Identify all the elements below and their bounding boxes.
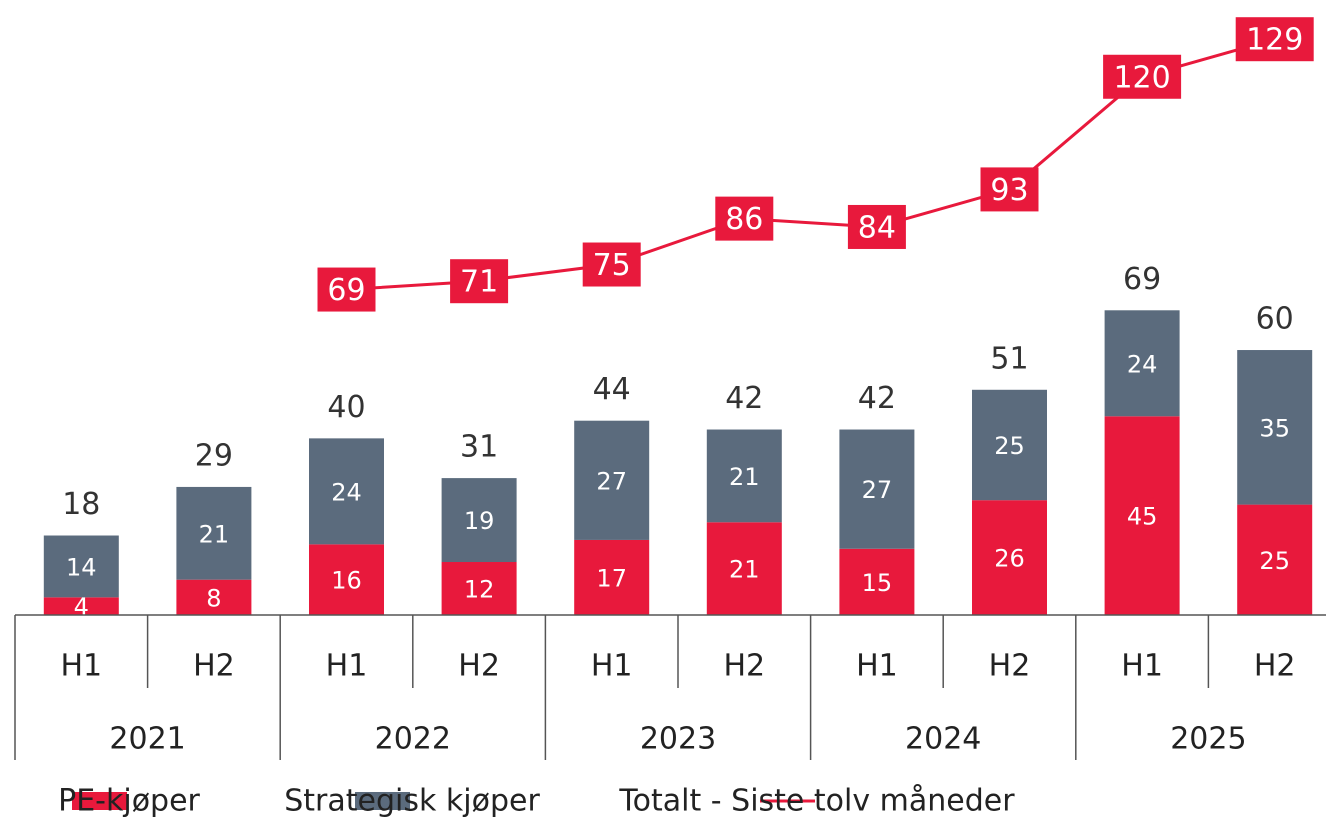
bar-segment — [706, 522, 782, 615]
legend-swatch — [72, 792, 127, 810]
x-tick-label: H1 — [326, 649, 368, 684]
total-label: 44 — [593, 372, 631, 407]
line-label-box — [582, 242, 641, 287]
legend-label: PE-kjøper — [58, 784, 200, 819]
bar-segment — [574, 420, 650, 540]
total-label: 31 — [460, 430, 498, 465]
segment-label: 14 — [66, 553, 97, 581]
segment-label: 24 — [1127, 350, 1158, 378]
bar-segment — [839, 429, 915, 549]
x-tick-label: H2 — [989, 649, 1031, 684]
group-label: 2023 — [640, 722, 716, 757]
x-tick-label: H2 — [723, 649, 765, 684]
legend-label: Totalt - Siste tolv måneder — [618, 784, 1015, 819]
segment-label: 12 — [464, 576, 495, 604]
line-label: 71 — [460, 265, 498, 300]
line-label-box — [450, 259, 509, 304]
line-label-box — [1235, 17, 1314, 62]
bar-segment — [1237, 350, 1313, 505]
group-label: 2025 — [1170, 722, 1246, 757]
bar-segment — [1237, 504, 1313, 615]
total-label: 60 — [1256, 302, 1294, 337]
legend-swatch — [355, 792, 410, 810]
line-label: 93 — [990, 173, 1028, 208]
group-label: 2021 — [109, 722, 185, 757]
line-label-box — [847, 204, 906, 249]
segment-label: 17 — [596, 564, 627, 592]
legend-label: Strategisk kjøper — [284, 784, 540, 819]
line-label-box — [980, 167, 1039, 212]
line-label: 69 — [327, 273, 365, 308]
segment-label: 27 — [862, 476, 893, 504]
total-label: 29 — [195, 438, 233, 473]
x-tick-label: H1 — [856, 649, 898, 684]
line-label-box — [317, 267, 376, 312]
x-tick-label: H2 — [193, 649, 235, 684]
segment-label: 27 — [596, 467, 627, 495]
x-tick-label: H1 — [591, 649, 633, 684]
x-tick-label: H1 — [60, 649, 102, 684]
segment-label: 24 — [331, 478, 362, 506]
segment-label: 25 — [994, 432, 1025, 460]
segment-label: 35 — [1259, 414, 1290, 442]
total-label: 51 — [990, 341, 1028, 376]
line-label: 75 — [593, 248, 631, 283]
segment-label: 8 — [206, 584, 221, 612]
line-label: 120 — [1113, 60, 1170, 95]
total-label: 42 — [725, 381, 763, 416]
segment-label: 21 — [729, 463, 760, 491]
segment-label: 15 — [862, 569, 893, 597]
line-label-box — [1103, 54, 1182, 99]
x-tick-label: H2 — [1254, 649, 1296, 684]
x-tick-label: H1 — [1121, 649, 1163, 684]
bar-segment — [176, 579, 252, 615]
line-label-box — [715, 196, 774, 241]
bar-segment — [176, 486, 252, 580]
total-label: 69 — [1123, 262, 1161, 297]
segment-label: 16 — [331, 567, 362, 595]
total-label: 18 — [62, 487, 100, 522]
bar-segment — [43, 535, 119, 598]
bar-segment — [972, 389, 1047, 501]
bar-segment — [706, 429, 782, 523]
bar-segment — [441, 478, 517, 563]
bar-segment — [1104, 416, 1180, 615]
group-label: 2022 — [375, 722, 451, 757]
bar-segment — [309, 544, 384, 615]
segment-label: 45 — [1127, 503, 1158, 531]
bar-segment — [1104, 310, 1180, 417]
segment-label: 19 — [464, 507, 495, 535]
segment-label: 25 — [1259, 547, 1290, 575]
line-label: 129 — [1246, 23, 1303, 58]
segment-label: 21 — [729, 556, 760, 584]
bar-segment — [43, 597, 119, 615]
bar-segment — [839, 548, 915, 615]
line-label: 84 — [858, 210, 896, 245]
bar-segment — [441, 562, 517, 615]
segment-label: 4 — [74, 593, 89, 621]
x-tick-label: H2 — [458, 649, 500, 684]
line-label: 86 — [725, 202, 763, 237]
bar-segment — [574, 539, 650, 615]
segment-label: 21 — [199, 520, 230, 548]
total-label: 42 — [858, 381, 896, 416]
segment-label: 26 — [994, 545, 1025, 573]
group-label: 2024 — [905, 722, 981, 757]
bar-segment — [309, 438, 384, 545]
total-label: 40 — [327, 390, 365, 425]
bar-segment — [972, 500, 1047, 615]
